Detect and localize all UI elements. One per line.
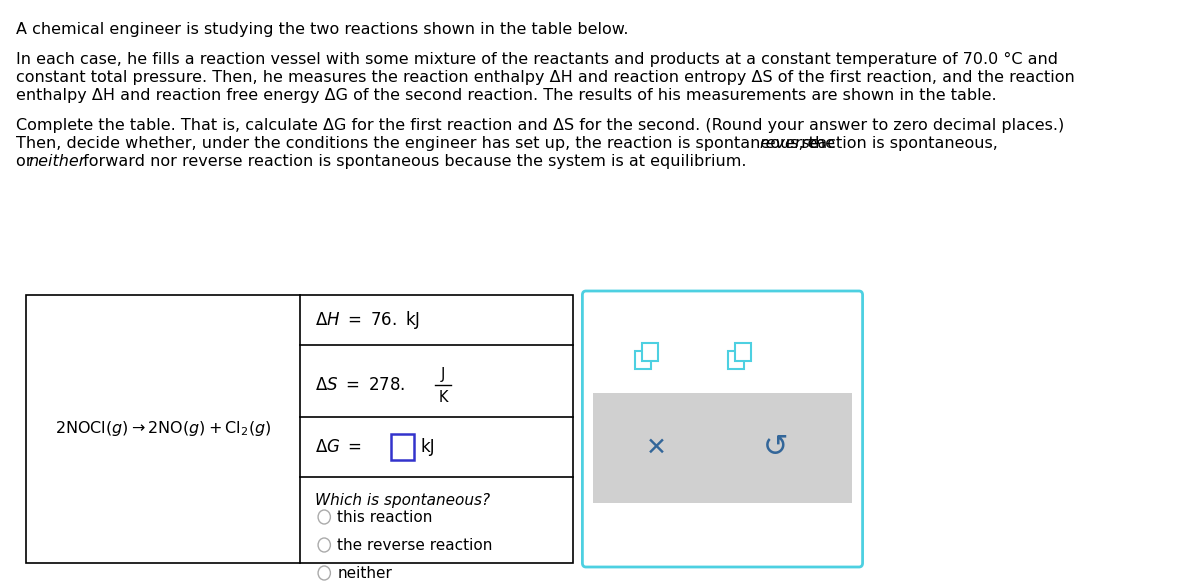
Bar	[26, 295, 572, 563]
Bar	[642, 343, 658, 361]
Text: Then, decide whether, under the conditions the engineer has set up, the reaction: Then, decide whether, under the conditio…	[16, 136, 840, 151]
Text: this reaction: this reaction	[337, 509, 433, 524]
Text: neither: neither	[28, 154, 85, 169]
Text: ✕: ✕	[646, 436, 667, 460]
Text: Complete the table. That is, calculate ΔG for the first reaction and ΔS for the : Complete the table. That is, calculate Δ…	[16, 118, 1064, 133]
Text: J: J	[440, 367, 445, 383]
Text: reverse: reverse	[760, 136, 821, 151]
Circle shape	[318, 538, 330, 552]
Text: $\Delta H\ =\ 76.\ \mathrm{kJ}$: $\Delta H\ =\ 76.\ \mathrm{kJ}$	[316, 309, 420, 331]
Bar	[593, 393, 852, 503]
Text: $\Delta S\ =\ 278.\ $: $\Delta S\ =\ 278.\ $	[316, 376, 406, 394]
Text: In each case, he fills a reaction vessel with some mixture of the reactants and : In each case, he fills a reaction vessel…	[16, 52, 1058, 67]
Text: kJ: kJ	[420, 438, 434, 456]
Text: enthalpy ΔH and reaction free energy ΔG of the second reaction. The results of h: enthalpy ΔH and reaction free energy ΔG …	[16, 88, 996, 103]
Text: Which is spontaneous?: Which is spontaneous?	[316, 493, 491, 508]
Circle shape	[318, 510, 330, 524]
Bar	[727, 351, 744, 369]
Text: $2\mathrm{NOCl}(g) \rightarrow 2\mathrm{NO}(g) + \mathrm{Cl}_2(g)$: $2\mathrm{NOCl}(g) \rightarrow 2\mathrm{…	[55, 420, 271, 438]
Bar	[734, 343, 751, 361]
Bar	[391, 434, 414, 460]
Text: neither: neither	[337, 565, 392, 581]
Text: forward nor reverse reaction is spontaneous because the system is at equilibrium: forward nor reverse reaction is spontane…	[78, 154, 746, 169]
Circle shape	[318, 566, 330, 580]
Text: constant total pressure. Then, he measures the reaction enthalpy ΔH and reaction: constant total pressure. Then, he measur…	[16, 70, 1075, 85]
Text: the reverse reaction: the reverse reaction	[337, 537, 493, 553]
FancyBboxPatch shape	[582, 291, 863, 567]
Text: K: K	[438, 390, 448, 404]
Text: reaction is spontaneous,: reaction is spontaneous,	[797, 136, 998, 151]
Text: A chemical engineer is studying the two reactions shown in the table below.: A chemical engineer is studying the two …	[16, 22, 629, 37]
Text: ↺: ↺	[763, 434, 788, 462]
Text: or: or	[16, 154, 37, 169]
Text: $\Delta G\ =\ $: $\Delta G\ =\ $	[316, 438, 362, 456]
Bar	[635, 351, 652, 369]
